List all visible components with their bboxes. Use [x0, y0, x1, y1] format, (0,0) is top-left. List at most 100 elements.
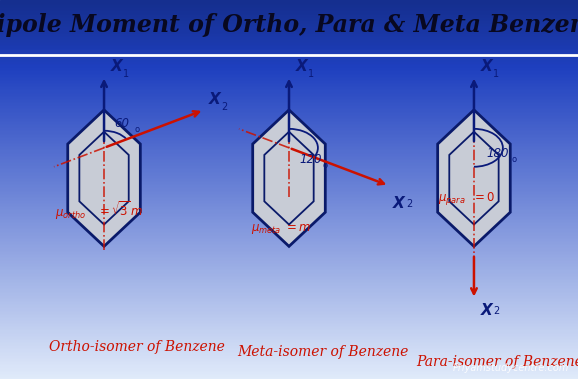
- Bar: [0, 303, 578, 306]
- Bar: [0, 265, 578, 268]
- Bar: [0, 221, 578, 224]
- Bar: [0, 243, 578, 246]
- Bar: [0, 25, 578, 28]
- Polygon shape: [253, 110, 325, 246]
- Bar: [0, 354, 578, 357]
- Bar: [0, 281, 578, 284]
- Bar: [0, 57, 578, 60]
- Text: o: o: [512, 155, 517, 164]
- Text: $\mu_{meta}$: $\mu_{meta}$: [251, 222, 282, 236]
- Bar: [0, 111, 578, 114]
- Text: 2: 2: [406, 199, 413, 209]
- Text: X: X: [481, 303, 492, 318]
- Bar: [0, 278, 578, 281]
- Bar: [0, 240, 578, 243]
- Bar: [0, 373, 578, 376]
- Bar: [0, 69, 578, 73]
- Bar: [0, 145, 578, 149]
- Bar: [0, 262, 578, 265]
- Bar: [0, 370, 578, 373]
- Text: Ortho-isomer of Benzene: Ortho-isomer of Benzene: [49, 340, 225, 354]
- Text: 2: 2: [221, 102, 228, 112]
- Bar: [0, 224, 578, 227]
- Bar: [0, 41, 578, 44]
- Text: o: o: [134, 125, 139, 134]
- Bar: [0, 268, 578, 272]
- Bar: [0, 158, 578, 161]
- Bar: [0, 174, 578, 177]
- Bar: [0, 66, 578, 69]
- Bar: [0, 28, 578, 31]
- Bar: [0, 38, 578, 41]
- Text: Meta-isomer of Benzene: Meta-isomer of Benzene: [237, 345, 408, 359]
- Text: $= 0$: $= 0$: [472, 191, 495, 204]
- Text: $\mu_{para}$: $\mu_{para}$: [438, 192, 465, 207]
- Text: X: X: [481, 59, 492, 74]
- Polygon shape: [438, 110, 510, 246]
- Bar: [0, 360, 578, 363]
- Bar: [0, 199, 578, 202]
- Bar: [0, 82, 578, 85]
- Bar: [0, 101, 578, 104]
- Bar: [0, 351, 578, 354]
- Text: $= \sqrt{3}\,m$: $= \sqrt{3}\,m$: [97, 200, 143, 219]
- Bar: [0, 275, 578, 278]
- Text: $\mu_{ortho}$: $\mu_{ortho}$: [55, 207, 86, 221]
- Text: 120: 120: [299, 153, 322, 166]
- Bar: [0, 193, 578, 196]
- Bar: [0, 366, 578, 370]
- Bar: [0, 284, 578, 287]
- Bar: [0, 85, 578, 88]
- Bar: [0, 335, 578, 338]
- Bar: [0, 88, 578, 92]
- Bar: [0, 313, 578, 316]
- Bar: [0, 180, 578, 183]
- Bar: [0, 142, 578, 145]
- Bar: [0, 50, 578, 54]
- Bar: [0, 196, 578, 199]
- Bar: [0, 215, 578, 218]
- Bar: [0, 130, 578, 133]
- Bar: [0, 319, 578, 322]
- Bar: [0, 259, 578, 262]
- Bar: [0, 35, 578, 38]
- Text: Dipole Moment of Ortho, Para & Meta Benzene: Dipole Moment of Ortho, Para & Meta Benz…: [0, 13, 578, 37]
- Bar: [0, 363, 578, 366]
- Bar: [0, 234, 578, 237]
- Bar: [0, 44, 578, 47]
- Bar: [0, 152, 578, 155]
- Bar: [0, 348, 578, 351]
- Bar: [0, 60, 578, 63]
- Bar: [0, 76, 578, 79]
- Bar: [0, 126, 578, 130]
- Text: o: o: [323, 161, 328, 170]
- Text: X: X: [392, 196, 405, 211]
- Bar: [0, 120, 578, 123]
- Bar: [0, 256, 578, 259]
- Bar: [0, 202, 578, 205]
- Bar: [0, 104, 578, 107]
- Bar: [0, 136, 578, 139]
- Bar: [0, 0, 578, 3]
- Bar: [0, 149, 578, 152]
- Polygon shape: [68, 110, 140, 246]
- Bar: [0, 306, 578, 310]
- Bar: [0, 3, 578, 6]
- Bar: [0, 98, 578, 101]
- Bar: [0, 338, 578, 341]
- Text: X: X: [111, 59, 123, 74]
- Bar: [0, 177, 578, 180]
- Bar: [0, 161, 578, 164]
- Text: 60: 60: [114, 117, 129, 130]
- Bar: [0, 54, 578, 57]
- Text: $= m$: $= m$: [284, 221, 312, 234]
- Bar: [0, 246, 578, 249]
- Text: 2: 2: [493, 306, 499, 316]
- Bar: [0, 341, 578, 344]
- Bar: [0, 22, 578, 25]
- Bar: [0, 107, 578, 111]
- Bar: [0, 218, 578, 221]
- Bar: [0, 329, 578, 332]
- Bar: [0, 287, 578, 291]
- Bar: [0, 168, 578, 171]
